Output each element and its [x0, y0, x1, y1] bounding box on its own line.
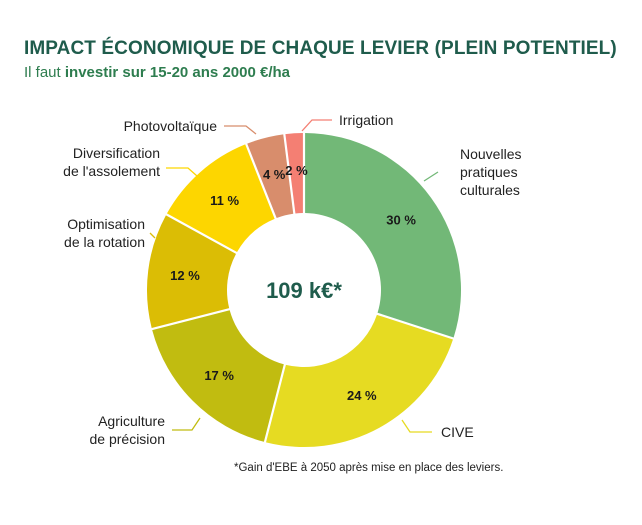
- slice-cive: [266, 314, 453, 447]
- slice-diversification: [166, 144, 275, 252]
- slice-nouvelles: [305, 133, 461, 338]
- footnote: *Gain d'EBE à 2050 après mise en place d…: [234, 462, 504, 474]
- center-total-label: 109 k€*: [266, 278, 342, 303]
- pct-label-nouvelles: 30 %: [386, 212, 416, 227]
- category-label-nouvelles: Nouvelles pratiques culturales: [460, 146, 521, 198]
- leader-line-cive: [401, 419, 432, 433]
- chart-title: IMPACT ÉCONOMIQUE DE CHAQUE LEVIER (PLEI…: [24, 38, 617, 59]
- chart-subtitle: Il faut investir sur 15-20 ans 2000 €/ha: [24, 64, 290, 81]
- category-label-agriculture: Agriculture de précision: [90, 413, 166, 447]
- category-label-diversification: Diversification de l'assolement: [63, 145, 160, 179]
- subtitle-prefix: Il faut: [24, 64, 61, 81]
- leader-line-photovoltaique: [224, 125, 257, 135]
- category-label-irrigation: Irrigation: [339, 112, 393, 128]
- category-label-optimisation: Optimisation de la rotation: [64, 216, 145, 250]
- pct-label-diversification: 11 %: [210, 193, 239, 208]
- leader-line-optimisation: [149, 232, 156, 239]
- leader-line-irrigation: [301, 119, 332, 132]
- slice-photovoltaique: [247, 134, 294, 219]
- category-label-cive: CIVE: [441, 424, 474, 440]
- pct-label-agriculture: 17 %: [204, 368, 234, 383]
- slice-optimisation: [147, 215, 237, 328]
- leader-line-nouvelles: [423, 171, 439, 182]
- slice-agriculture: [152, 310, 284, 442]
- leader-line-diversification: [166, 167, 198, 177]
- slice-irrigation: [285, 133, 303, 214]
- pct-label-cive: 24 %: [347, 388, 377, 403]
- subtitle-bold: investir sur 15-20 ans 2000 €/ha: [64, 64, 290, 81]
- pct-label-photovoltaique: 4 %: [263, 167, 286, 182]
- pct-label-optimisation: 12 %: [170, 268, 200, 283]
- category-label-photovoltaique: Photovoltaïque: [124, 118, 218, 134]
- pct-label-irrigation: 2 %: [285, 163, 308, 178]
- leader-line-agriculture: [172, 417, 201, 431]
